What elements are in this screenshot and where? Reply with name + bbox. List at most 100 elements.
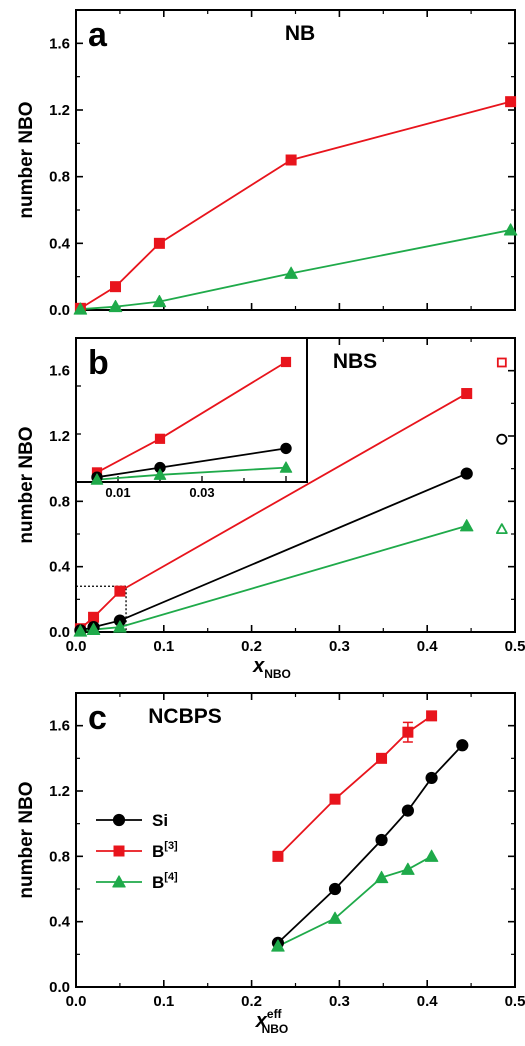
panel-label: a	[88, 16, 108, 54]
zoom-box	[76, 585, 127, 632]
legend-label-sup: [3]	[164, 840, 178, 852]
x-tick-label: 0.1	[153, 993, 174, 1010]
legend-label-main: B	[152, 842, 164, 861]
data-point-circle	[456, 739, 469, 752]
data-point-triangle	[86, 622, 101, 636]
panel-b: 0.0 0.4 0.8 1.2 1.6 0.0 0.1 0.2 0.3 0.4 0.5 number …	[16, 337, 525, 681]
series-line-triangle	[80, 229, 511, 311]
y-tick-label: 1.6	[49, 718, 70, 735]
x-axis-label-sub: NBO	[262, 1022, 289, 1036]
x-tick-label: 0.1	[153, 638, 174, 655]
data-point-triangle	[424, 849, 439, 862]
data-point-circle	[425, 771, 438, 785]
y-tick-label: 1.2	[49, 102, 70, 119]
x-tick-label: 0.4	[417, 638, 439, 655]
y-tick-label: 0.0	[49, 624, 70, 641]
legend-marker-circle	[112, 813, 126, 827]
series-line-circle	[80, 472, 468, 632]
panel-title: NCBPS	[148, 705, 222, 728]
data-point-square	[402, 726, 414, 738]
inset-point-triangle	[90, 473, 104, 485]
y-axis-label: number NBO	[16, 101, 37, 218]
series-line-circle	[277, 744, 463, 944]
data-point-square	[329, 793, 341, 805]
y-axis-label: number NBO	[16, 781, 37, 898]
legend-marker-triangle	[112, 875, 126, 888]
panel-label: c	[88, 699, 107, 737]
x-axis-label-main: x	[252, 655, 265, 677]
data-point-triangle	[328, 911, 342, 924]
x-tick-label: 0.0	[66, 993, 87, 1010]
y-tick-label: 0.0	[49, 302, 70, 319]
data-point-triangle	[113, 620, 127, 633]
open-marker-triangle	[495, 523, 508, 534]
x-tick-label: 0.3	[329, 993, 350, 1010]
inset: 0.01 0.03	[75, 337, 308, 500]
open-marker-circle	[496, 433, 508, 445]
y-tick-label: 0.4	[49, 559, 71, 576]
x-tick-label: 0.2	[241, 993, 262, 1010]
y-tick-label: 1.2	[49, 428, 70, 445]
x-tick-label: 0.0	[66, 638, 87, 655]
panel-title: NB	[285, 22, 315, 45]
data-point-triangle	[271, 939, 285, 952]
data-point-square	[88, 611, 100, 623]
x-axis-label: xNBO	[252, 655, 291, 681]
data-point-square	[376, 752, 388, 764]
inset-frame	[75, 337, 308, 483]
data-point-triangle	[401, 862, 415, 875]
data-point-square	[505, 96, 517, 108]
data-point-triangle	[73, 302, 88, 315]
x-axis-label-sub: NBO	[264, 667, 291, 681]
open-marker-square	[496, 357, 507, 368]
data-point-square	[285, 154, 297, 166]
panel-c: 0.0 0.4 0.8 1.2 1.6 0.0 0.1 0.2 0.3 0.4 0.5 number …	[16, 692, 525, 1036]
data-point-circle	[401, 804, 414, 817]
x-axis-label: xeff NBO	[255, 1007, 288, 1036]
data-point-triangle	[108, 299, 123, 313]
data-point-square	[114, 585, 126, 597]
inset-x-tick-label: 0.03	[189, 485, 214, 500]
legend-marker-square	[113, 845, 125, 857]
inset-point-triangle	[279, 461, 293, 473]
data-point-triangle	[503, 223, 518, 236]
x-tick-label: 0.3	[329, 638, 350, 655]
data-point-square	[461, 388, 473, 400]
y-axis-label: number NBO	[16, 426, 37, 543]
panel-a: 0.0 0.4 0.8 1.2 1.6 number NBO a NB	[16, 9, 518, 319]
inset-x-tick-label: 0.01	[105, 485, 130, 500]
legend: SiB[3]B[4]	[96, 811, 178, 892]
inset-point-square	[154, 433, 166, 444]
panel-title: NBS	[333, 350, 377, 373]
data-point-circle	[460, 467, 473, 480]
y-tick-label: 0.8	[49, 493, 70, 510]
data-point-triangle	[459, 519, 474, 532]
data-point-square	[426, 710, 438, 722]
inset-point-square	[280, 356, 292, 368]
data-point-triangle	[73, 624, 88, 637]
inset-point-triangle	[153, 468, 167, 480]
inset-point-circle	[280, 442, 292, 455]
legend-label-main: B	[152, 873, 164, 892]
y-tick-label: 1.2	[49, 783, 70, 800]
panel-label: b	[88, 344, 109, 382]
y-tick-label: 0.4	[49, 914, 71, 931]
x-tick-label: 0.4	[417, 993, 439, 1010]
data-point-triangle	[284, 266, 298, 279]
y-tick-label: 0.0	[49, 979, 70, 996]
data-point-triangle	[152, 294, 167, 308]
y-tick-label: 0.4	[49, 235, 71, 252]
data-point-circle	[375, 833, 388, 847]
y-tick-label: 0.8	[49, 169, 70, 186]
legend-label-sup: [4]	[164, 871, 178, 883]
x-tick-label: 0.2	[241, 638, 262, 655]
y-tick-label: 1.6	[49, 35, 70, 52]
x-tick-label: 0.5	[505, 638, 525, 655]
data-point-triangle	[374, 870, 389, 884]
series-line-square	[79, 392, 468, 630]
data-point-square	[110, 281, 122, 293]
x-tick-label: 0.5	[505, 993, 525, 1010]
data-point-square	[272, 850, 284, 862]
legend-label: B[3]	[152, 840, 178, 861]
